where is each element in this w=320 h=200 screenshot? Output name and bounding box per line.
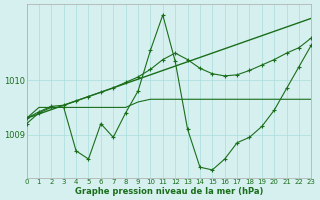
X-axis label: Graphe pression niveau de la mer (hPa): Graphe pression niveau de la mer (hPa) xyxy=(75,187,263,196)
